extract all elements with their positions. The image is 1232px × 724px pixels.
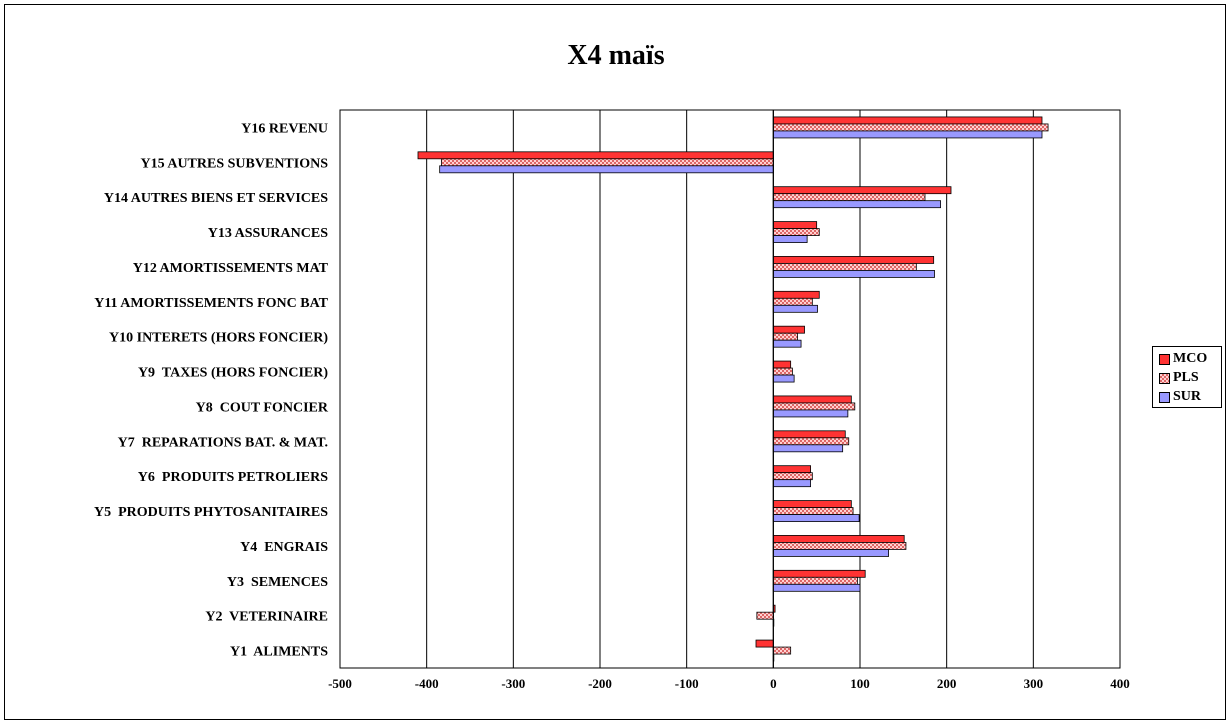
x-tick-label: -100 bbox=[675, 676, 699, 691]
bar-mco bbox=[772, 186, 952, 195]
bar-pls bbox=[772, 193, 926, 202]
bar-pls bbox=[772, 437, 850, 446]
category-label: Y10 INTERETS (HORS FONCIER) bbox=[109, 331, 328, 346]
bar-pls bbox=[772, 402, 856, 411]
x-tick-label: -200 bbox=[588, 676, 612, 691]
x-tick-label: -500 bbox=[328, 676, 352, 691]
legend-swatch bbox=[1159, 372, 1170, 384]
category-label: Y16 REVENU bbox=[241, 121, 328, 136]
category-label: Y12 AMORTISSEMENTS MAT bbox=[133, 261, 329, 276]
bar-pls bbox=[772, 297, 813, 306]
legend-label: MCO bbox=[1173, 351, 1208, 366]
bar-sur bbox=[772, 200, 941, 209]
bar-mco bbox=[772, 325, 805, 334]
bar-mco bbox=[772, 256, 935, 264]
x-tick-label: -300 bbox=[501, 676, 525, 691]
category-label: Y6 PRODUITS PETROLIERS bbox=[138, 470, 328, 485]
bar-mco bbox=[772, 569, 866, 578]
bar-sur bbox=[439, 165, 774, 174]
bar-mco bbox=[772, 290, 820, 299]
bar-mco bbox=[772, 116, 1043, 125]
category-label: Y14 AUTRES BIENS ET SERVICES bbox=[104, 191, 328, 206]
legend-swatch bbox=[1159, 391, 1170, 403]
bar-sur bbox=[772, 549, 889, 557]
legend-label: PLS bbox=[1173, 370, 1199, 385]
legend-label: SUR bbox=[1173, 389, 1202, 404]
bar-pls bbox=[772, 646, 792, 655]
bar-sur bbox=[772, 339, 802, 348]
category-label: Y1 ALIMENTS bbox=[230, 645, 328, 660]
bar-sur bbox=[772, 270, 935, 278]
bar-pls bbox=[772, 332, 798, 341]
bar-sur bbox=[772, 374, 795, 383]
category-label: Y5 PRODUITS PHYTOSANITAIRES bbox=[94, 505, 328, 520]
category-label: Y7 REPARATIONS BAT. & MAT. bbox=[118, 435, 328, 450]
bar-mco bbox=[772, 221, 818, 229]
category-label: Y15 AUTRES SUBVENTIONS bbox=[141, 156, 329, 171]
bar-sur bbox=[772, 130, 1043, 139]
bar-pls bbox=[772, 367, 793, 376]
category-label: Y9 TAXES (HORS FONCIER) bbox=[138, 366, 328, 381]
bar-mco bbox=[755, 639, 774, 648]
chart-title: X4 maïs bbox=[567, 40, 665, 71]
legend-item-pls: PLS bbox=[1159, 369, 1199, 387]
bar-mco bbox=[772, 430, 846, 439]
category-label: Y2 VETERINAIRE bbox=[205, 610, 328, 625]
category-label: Y11 AMORTISSEMENTS FONC BAT bbox=[94, 296, 328, 311]
bar-pls bbox=[772, 263, 917, 271]
plot-background bbox=[340, 110, 1120, 668]
bar-mco bbox=[772, 465, 811, 474]
legend-item-mco: MCO bbox=[1159, 350, 1207, 368]
bar-pls bbox=[440, 158, 774, 167]
bar-pls bbox=[772, 228, 820, 236]
category-label: Y4 ENGRAIS bbox=[240, 540, 328, 555]
category-label: Y13 ASSURANCES bbox=[208, 226, 328, 241]
bar-pls bbox=[772, 123, 1049, 132]
bar-sur bbox=[772, 514, 860, 522]
bar-sur bbox=[772, 479, 811, 488]
bar-mco bbox=[772, 500, 852, 508]
bar-sur bbox=[772, 444, 844, 453]
bar-mco bbox=[417, 151, 774, 160]
x-tick-label: -400 bbox=[415, 676, 439, 691]
legend-item-sur: SUR bbox=[1159, 388, 1201, 406]
legend-swatch bbox=[1159, 353, 1170, 365]
x-tick-label: 200 bbox=[937, 676, 957, 691]
bar-mco bbox=[772, 395, 852, 404]
bar-sur bbox=[772, 409, 849, 418]
category-label: Y3 SEMENCES bbox=[227, 575, 328, 590]
x-tick-label: 100 bbox=[850, 676, 870, 691]
category-label: Y8 COUT FONCIER bbox=[196, 400, 329, 415]
bar-pls bbox=[772, 542, 907, 550]
bar-pls bbox=[756, 611, 774, 620]
x-tick-label: 400 bbox=[1110, 676, 1130, 691]
bar-pls bbox=[772, 507, 854, 515]
bar-sur bbox=[772, 235, 808, 243]
x-tick-label: 300 bbox=[1024, 676, 1044, 691]
bar-mco bbox=[772, 360, 792, 369]
bar-pls bbox=[772, 472, 813, 481]
bar-sur bbox=[772, 583, 861, 592]
bar-sur bbox=[772, 304, 818, 313]
bar-mco bbox=[772, 535, 905, 543]
plot-border bbox=[339, 109, 1121, 669]
bar-pls bbox=[772, 576, 858, 585]
x-tick-label: 0 bbox=[770, 676, 777, 691]
chart-legend: MCO PLS SUR bbox=[1152, 346, 1222, 408]
